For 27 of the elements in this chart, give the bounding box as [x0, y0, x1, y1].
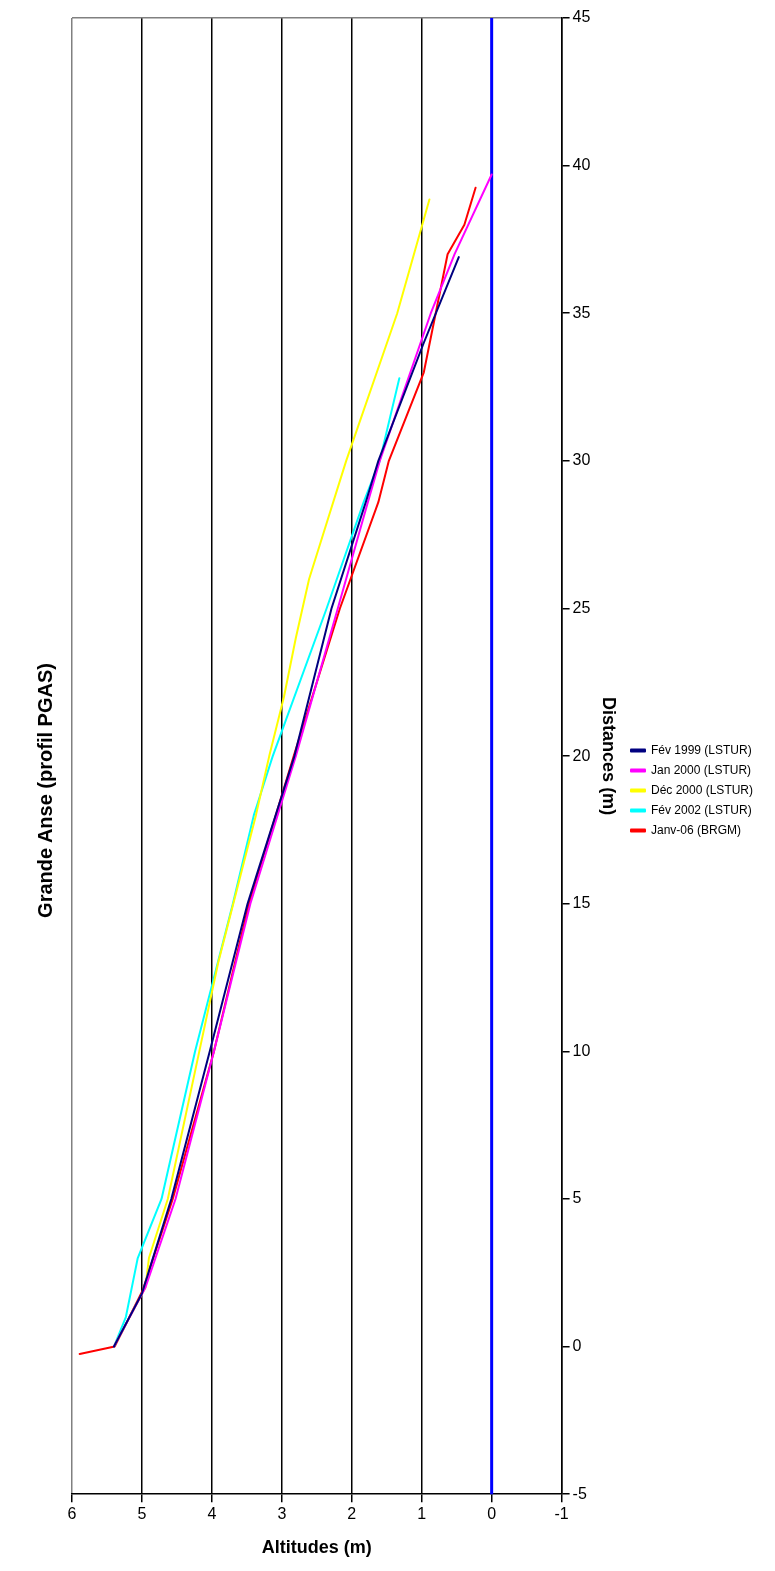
x-tick-label: 5 — [137, 1505, 147, 1523]
x-tick-label: 1 — [417, 1505, 427, 1523]
y-tick-label: -5 — [572, 1484, 587, 1502]
x-tick-label: 0 — [487, 1505, 497, 1523]
x-tick-label: 2 — [347, 1505, 357, 1523]
x-tick-label: -1 — [554, 1505, 569, 1523]
y-axis-title: Distances (m) — [599, 697, 620, 816]
legend-label: Janv-06 (BRGM) — [651, 822, 742, 837]
y-tick-label: 5 — [572, 1189, 582, 1207]
x-axis-title: Altitudes (m) — [261, 1537, 372, 1558]
y-tick-label: 15 — [572, 894, 591, 912]
y-tick-label: 45 — [572, 8, 591, 26]
legend-label: Fév 2002 (LSTUR) — [651, 802, 752, 817]
y-tick-label: 30 — [572, 451, 591, 469]
y-tick-label: 10 — [572, 1041, 591, 1059]
y-tick-label: 20 — [572, 746, 591, 764]
y-tick-label: 40 — [572, 156, 591, 174]
legend-label: Déc 2000 (LSTUR) — [651, 782, 754, 797]
text: Grande Anse (profil PGAS) — [33, 663, 56, 918]
y-tick-label: 0 — [572, 1336, 582, 1354]
x-tick-label: 3 — [277, 1505, 287, 1523]
y-tick-label: 25 — [572, 598, 591, 616]
x-tick-label: 6 — [67, 1505, 77, 1523]
legend-label: Fév 1999 (LSTUR) — [651, 742, 752, 757]
y-tick-label: 35 — [572, 303, 591, 321]
legend-label: Jan 2000 (LSTUR) — [651, 762, 752, 777]
x-tick-label: 4 — [207, 1505, 217, 1523]
